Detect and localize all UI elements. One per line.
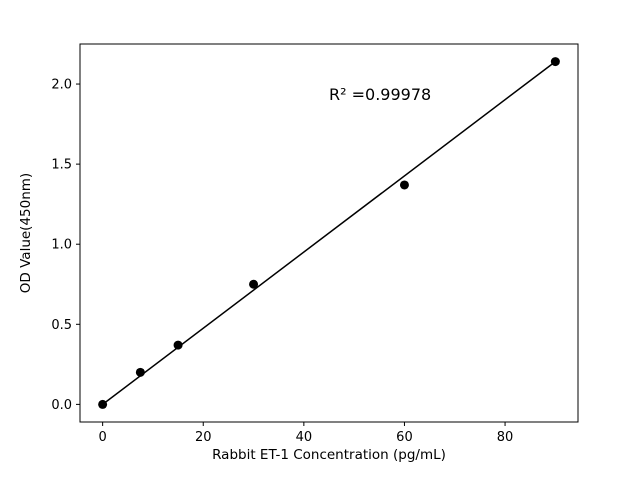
x-tick-label: 0 — [98, 430, 106, 445]
data-point — [98, 399, 108, 409]
x-tick-label: 60 — [396, 430, 413, 445]
x-tick-label: 20 — [195, 430, 212, 445]
y-ticks: 0.0 0.5 1.0 1.5 2.0 — [51, 78, 80, 413]
plot-area — [79, 43, 579, 423]
data-points — [98, 57, 560, 409]
data-point — [399, 180, 409, 190]
y-tick-label: 0.5 — [51, 318, 72, 333]
y-tick-label: 1.0 — [51, 238, 72, 253]
data-point — [249, 279, 259, 289]
r-squared-annotation: R² =0.99978 — [329, 85, 431, 104]
fit-line — [102, 61, 556, 405]
data-point — [550, 57, 560, 67]
x-axis-label: Rabbit ET-1 Concentration (pg/mL) — [212, 447, 446, 463]
y-tick-label: 2.0 — [51, 78, 72, 93]
data-point — [135, 367, 145, 377]
y-tick-label: 0.0 — [51, 398, 72, 413]
y-tick-label: 1.5 — [51, 158, 72, 173]
y-axis-label: OD Value(450nm) — [18, 173, 34, 293]
x-tick-label: 40 — [296, 430, 313, 445]
x-ticks: 0 20 40 60 80 — [98, 422, 513, 445]
x-tick-label: 80 — [497, 430, 514, 445]
data-point — [173, 340, 183, 350]
